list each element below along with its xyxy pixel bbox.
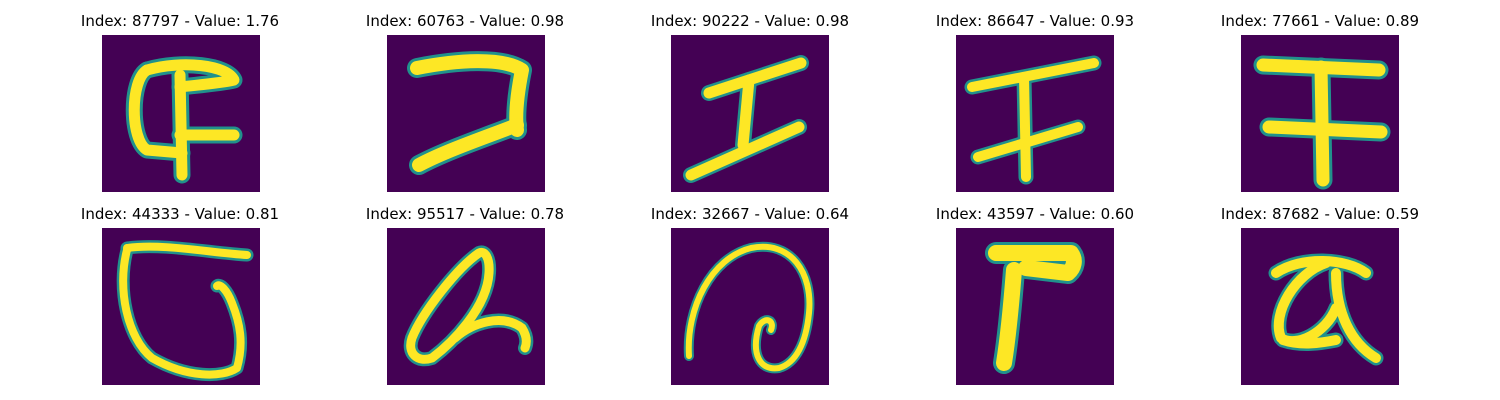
panel-10-title: Index: 87682 - Value: 0.59 — [1220, 205, 1420, 223]
panel-7-image — [387, 228, 545, 385]
panel-5-title: Index: 77661 - Value: 0.89 — [1220, 12, 1420, 30]
glyph-77661-image — [1241, 35, 1399, 192]
panel-5-image — [1241, 35, 1399, 192]
panel-3-title: Index: 90222 - Value: 0.98 — [650, 12, 850, 30]
glyph-60763-image — [387, 35, 545, 192]
panel-1-title: Index: 87797 - Value: 1.76 — [80, 12, 280, 30]
glyph-32667-image — [671, 228, 829, 385]
glyph-90222-image — [671, 35, 829, 192]
glyph-43597-image — [956, 228, 1114, 385]
panel-6-title: Index: 44333 - Value: 0.81 — [80, 205, 280, 223]
panel-6-image — [102, 228, 260, 385]
panel-4-title: Index: 86647 - Value: 0.93 — [935, 12, 1135, 30]
glyph-95517-image — [387, 228, 545, 385]
glyph-87797-image — [102, 35, 260, 192]
panel-9-title: Index: 43597 - Value: 0.60 — [935, 205, 1135, 223]
glyph-44333-image — [102, 228, 260, 385]
glyph-87682-image — [1241, 228, 1399, 385]
panel-8-title: Index: 32667 - Value: 0.64 — [650, 205, 850, 223]
panel-8-image — [671, 228, 829, 385]
panel-2-title: Index: 60763 - Value: 0.98 — [365, 12, 565, 30]
panel-2-image — [387, 35, 545, 192]
panel-9-image — [956, 228, 1114, 385]
panel-4-image — [956, 35, 1114, 192]
panel-10-image — [1241, 228, 1399, 385]
panel-7-title: Index: 95517 - Value: 0.78 — [365, 205, 565, 223]
panel-1-image — [102, 35, 260, 192]
panel-3-image — [671, 35, 829, 192]
glyph-86647-image — [956, 35, 1114, 192]
